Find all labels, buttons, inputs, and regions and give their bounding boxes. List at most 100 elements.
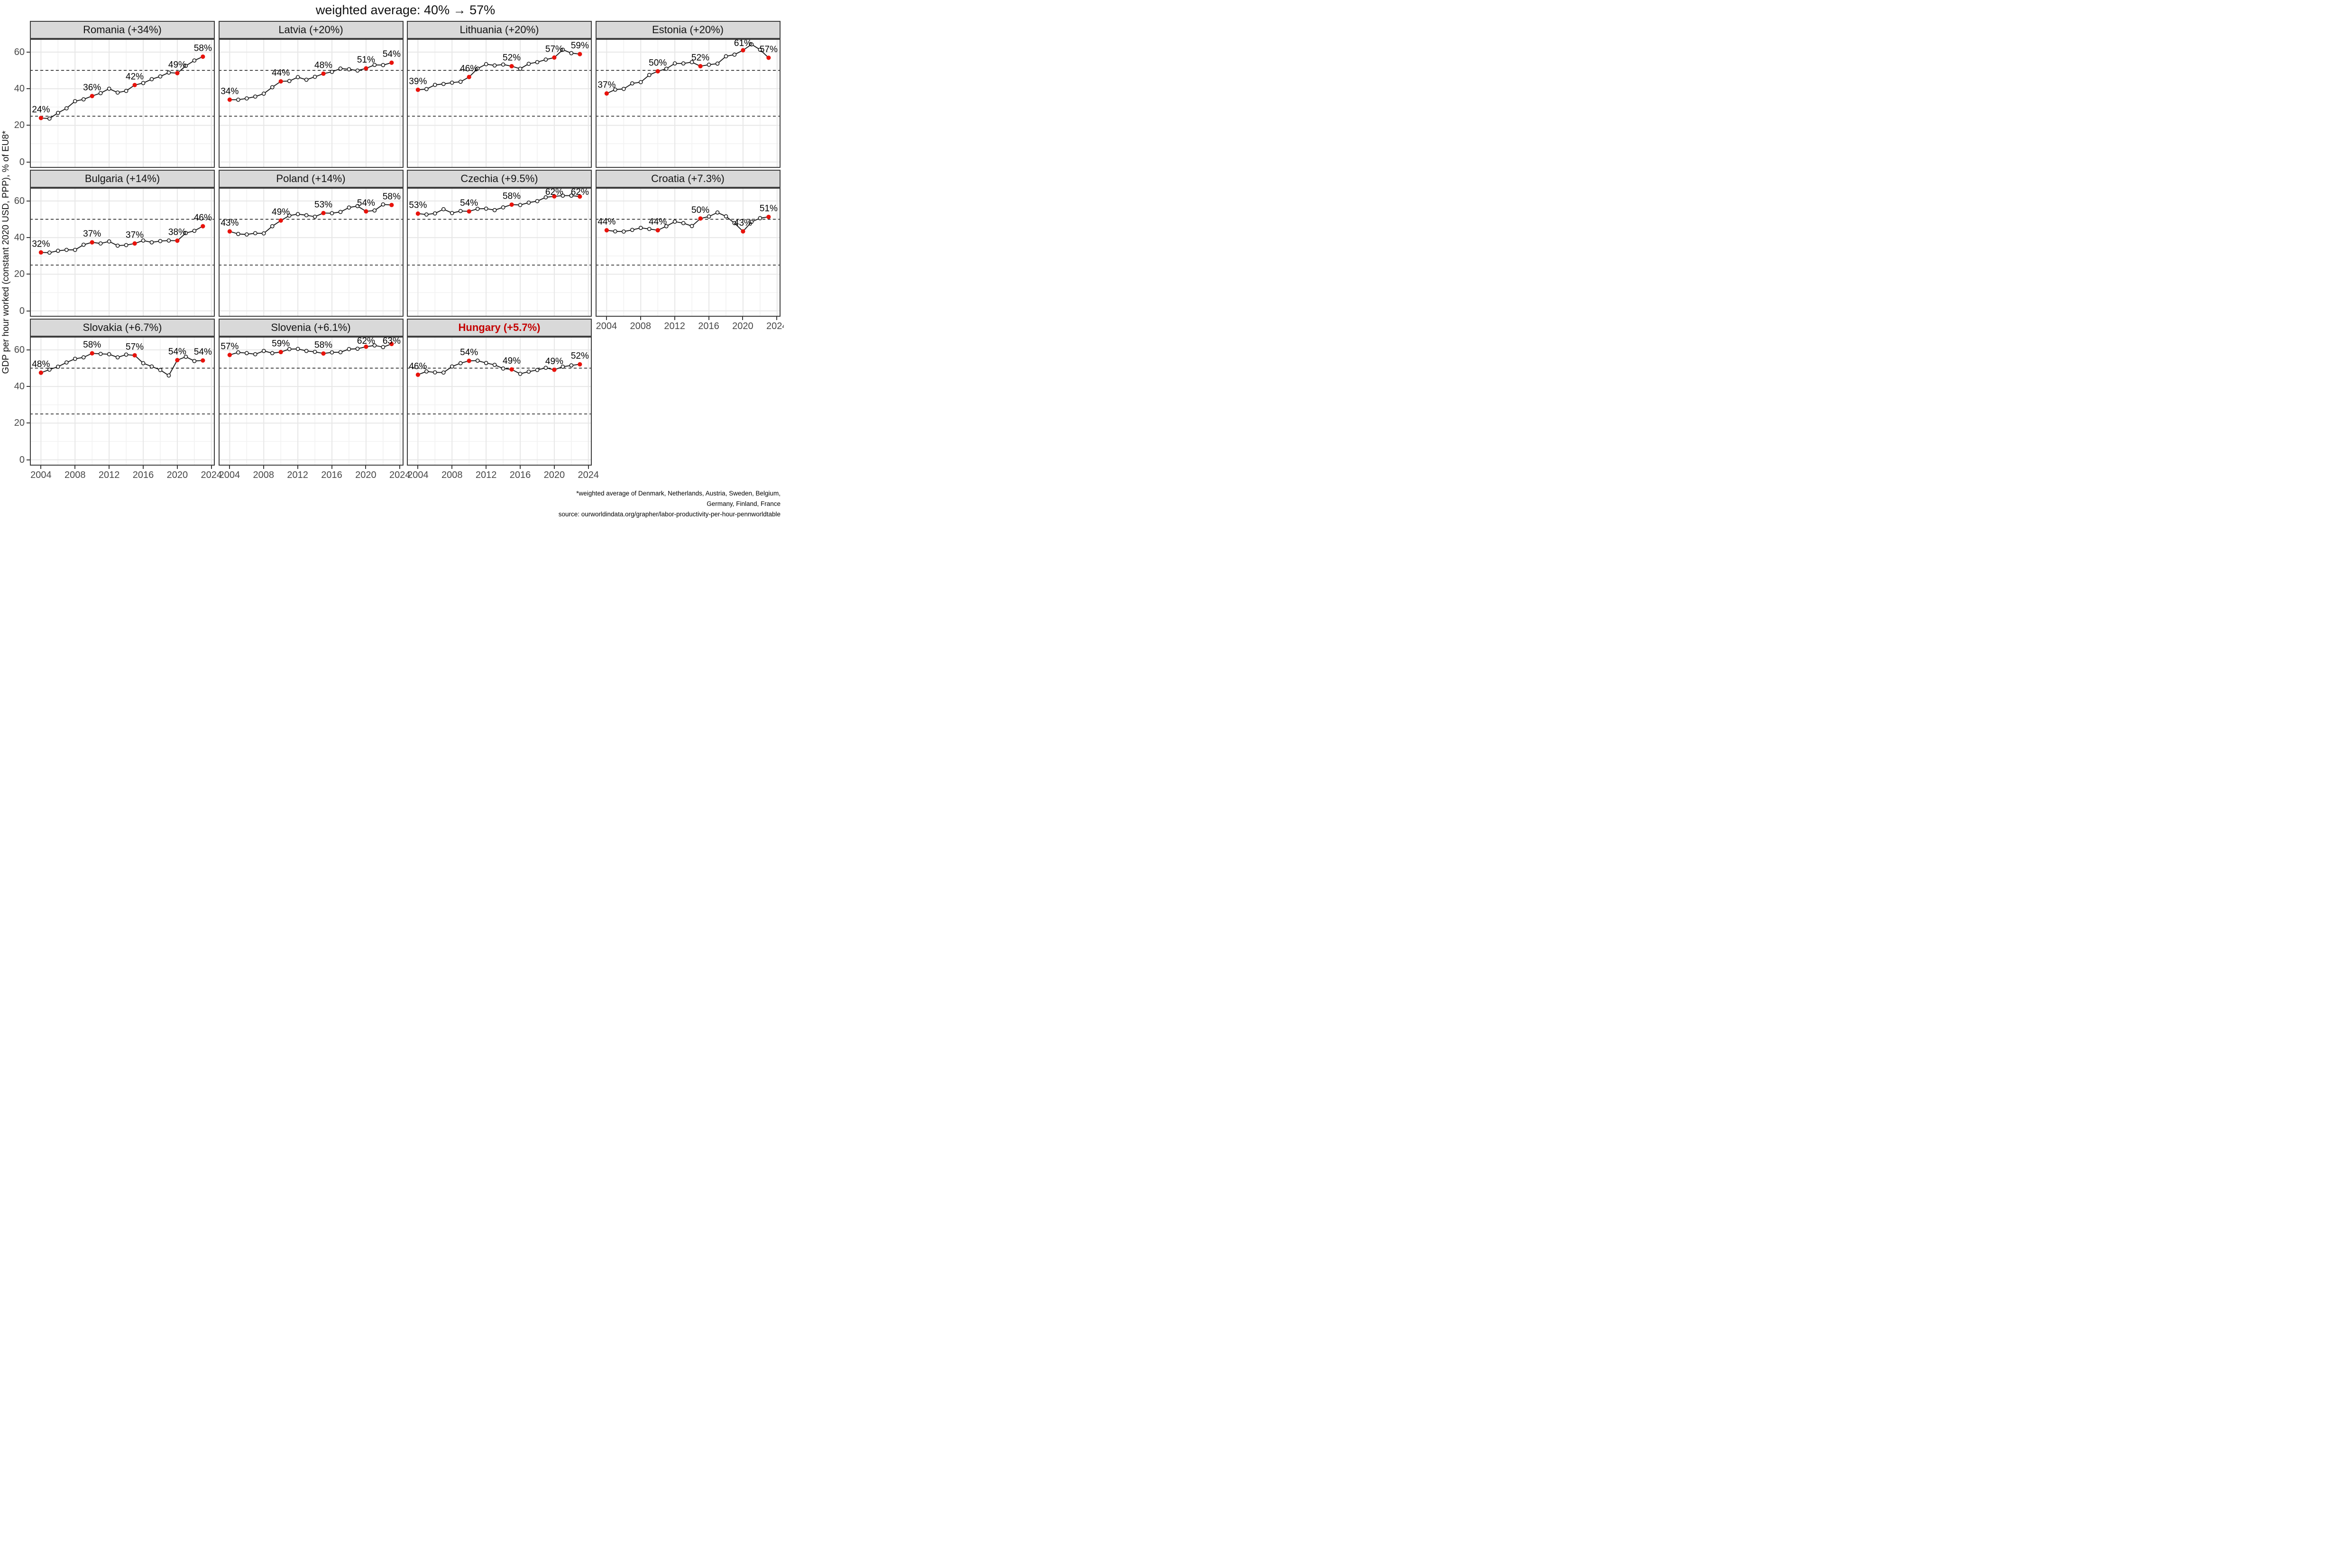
data-point-slovenia-2007	[253, 352, 257, 357]
data-point-poland-2019	[355, 204, 359, 208]
data-point-bulgaria-2007	[64, 248, 69, 252]
y-tick-mark	[27, 200, 30, 202]
data-point-czechia-2009	[458, 209, 463, 213]
x-tick-mark	[451, 466, 453, 469]
data-point-hungary-2011	[475, 358, 480, 363]
data-point-poland-2016	[330, 211, 334, 216]
x-axis-tick-label: 2004	[219, 470, 240, 480]
data-point-croatia-2022	[758, 216, 762, 220]
data-label-poland-2015: 53%	[314, 200, 332, 210]
data-point-czechia-2016	[518, 202, 523, 207]
data-point-romania-2012	[107, 86, 111, 91]
data-label-poland-2023: 58%	[382, 192, 400, 202]
facet-plot-romania: 24% 36% 42% 49% 58%	[30, 39, 215, 168]
data-point-croatia-2008	[638, 226, 643, 230]
data-point-poland-2021	[372, 208, 377, 213]
x-tick-mark	[708, 317, 709, 320]
y-tick-mark	[27, 310, 30, 312]
data-point-slovakia-2011	[98, 351, 103, 356]
footnote-line-3: source: ourworldindata.org/grapher/labor…	[558, 511, 781, 518]
highlight-point-romania-2015	[132, 83, 137, 87]
highlight-point-romania-2004	[38, 116, 43, 120]
y-tick-mark	[27, 386, 30, 387]
x-axis-tick-label: 2024	[389, 470, 411, 480]
data-point-bulgaria-2022	[192, 229, 197, 233]
data-point-estonia-2019	[732, 52, 736, 57]
highlight-point-latvia-2015	[321, 71, 326, 76]
data-point-poland-2017	[338, 210, 342, 214]
data-label-czechia-2004: 53%	[409, 200, 427, 210]
data-point-hungary-2007	[441, 370, 446, 375]
data-point-romania-2007	[64, 106, 69, 110]
data-point-croatia-2012	[672, 220, 677, 224]
data-point-lithuania-2014	[501, 62, 505, 67]
data-point-czechia-2006	[432, 211, 437, 216]
x-tick-mark	[40, 466, 42, 469]
data-label-estonia-2015: 52%	[691, 53, 709, 63]
data-point-slovakia-2017	[149, 364, 154, 369]
data-label-lithuania-2004: 39%	[409, 76, 427, 86]
data-point-estonia-2017	[715, 61, 719, 66]
data-label-lithuania-2010: 46%	[460, 64, 478, 73]
highlight-point-bulgaria-2004	[38, 250, 43, 255]
data-point-bulgaria-2008	[73, 248, 77, 252]
x-axis-tick-label: 2016	[698, 321, 719, 331]
data-point-slovenia-2018	[347, 347, 351, 351]
data-point-croatia-2011	[664, 224, 669, 229]
y-tick-mark	[27, 51, 30, 53]
data-label-poland-2020: 54%	[357, 198, 375, 208]
highlight-point-slovenia-2015	[321, 351, 326, 356]
data-label-estonia-2023: 57%	[759, 45, 777, 55]
x-axis-tick-label: 2020	[543, 470, 565, 480]
highlight-point-slovakia-2010	[90, 351, 94, 356]
data-label-estonia-2010: 50%	[649, 58, 667, 68]
data-label-hungary-2020: 49%	[545, 357, 563, 367]
facet-plot-czechia: 53% 54% 58% 62% 62%	[407, 188, 592, 317]
data-point-slovakia-2014	[124, 352, 129, 357]
x-tick-mark	[399, 466, 401, 469]
data-point-latvia-2011	[287, 79, 292, 83]
data-point-slovakia-2016	[141, 361, 146, 366]
data-point-latvia-2019	[355, 68, 359, 73]
x-tick-mark	[365, 466, 367, 469]
data-point-estonia-2006	[621, 87, 626, 91]
y-axis-tick-label: 0	[19, 156, 25, 167]
facet-title-czechia: Czechia (+9.5%)	[407, 170, 592, 188]
facet-plot-estonia: 37% 50% 52% 61% 57%	[595, 39, 781, 168]
x-axis-tick-label: 2004	[30, 470, 52, 480]
data-point-poland-2013	[304, 213, 308, 218]
highlight-point-czechia-2004	[415, 211, 420, 216]
data-point-latvia-2017	[338, 66, 342, 71]
data-label-slovenia-2004: 57%	[220, 342, 239, 352]
x-axis-tick-label: 2020	[355, 470, 377, 480]
highlight-point-croatia-2010	[655, 228, 660, 233]
facet-plot-croatia: 44% 44% 50% 43% 51%	[595, 188, 781, 317]
data-point-romania-2021	[184, 64, 188, 68]
data-point-bulgaria-2017	[149, 240, 154, 245]
data-point-latvia-2018	[347, 67, 351, 72]
highlight-point-estonia-2010	[655, 69, 660, 73]
y-axis-tick-label: 60	[14, 195, 25, 206]
data-point-romania-2018	[158, 74, 163, 79]
highlight-point-czechia-2010	[467, 209, 471, 214]
data-point-hungary-2009	[458, 361, 463, 366]
x-axis-tick-label: 2016	[132, 470, 154, 480]
y-tick-mark	[27, 125, 30, 126]
highlight-point-poland-2015	[321, 211, 326, 215]
data-point-croatia-2016	[707, 214, 711, 219]
data-point-romania-2011	[98, 91, 103, 95]
highlight-point-poland-2010	[278, 218, 283, 223]
y-axis-tick-label: 60	[14, 46, 25, 57]
data-point-slovakia-2007	[64, 360, 69, 365]
data-point-hungary-2019	[543, 366, 548, 370]
data-point-latvia-2009	[270, 85, 275, 90]
highlight-point-latvia-2010	[278, 79, 283, 84]
highlight-point-estonia-2023	[766, 55, 771, 60]
x-tick-mark	[176, 466, 178, 469]
facet-latvia: Latvia (+20%) 34% 44% 48% 51% 54%	[218, 21, 404, 168]
data-point-hungary-2013	[492, 363, 497, 367]
y-axis-tick-label: 20	[14, 120, 25, 131]
data-point-czechia-2018	[535, 199, 540, 203]
data-point-estonia-2018	[724, 54, 728, 59]
footnote: *weighted average of Denmark, Netherland…	[354, 488, 781, 520]
